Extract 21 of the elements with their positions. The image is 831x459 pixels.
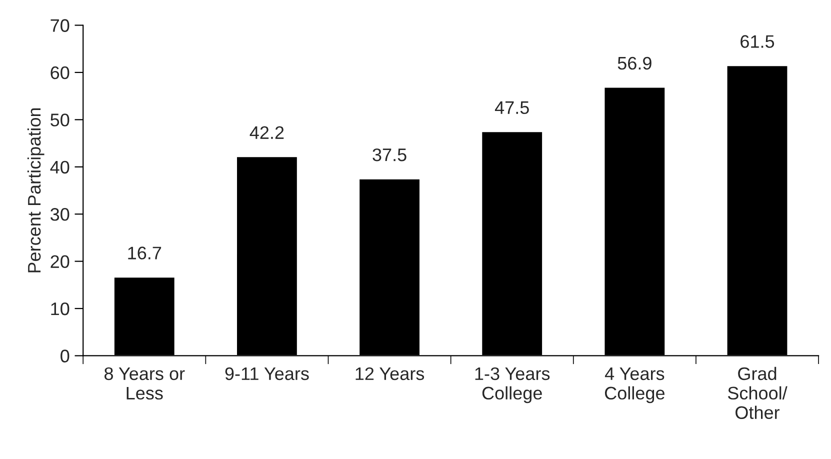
y-tick-label: 30 xyxy=(50,208,70,221)
x-tick-label: 4 Years College xyxy=(604,368,664,404)
y-tick-label: 50 xyxy=(50,114,70,126)
y-tick-label: 20 xyxy=(50,255,70,268)
y-tick-label: 70 xyxy=(50,19,70,32)
x-tick-label: 12 Years xyxy=(356,367,424,380)
data-label: 42.2 xyxy=(250,126,284,139)
y-axis-title: Percent Participation xyxy=(27,108,44,272)
data-label: 56.9 xyxy=(618,56,652,70)
y-tick-label: 0 xyxy=(60,350,70,362)
data-label: 47.5 xyxy=(494,101,529,114)
data-label: 37.5 xyxy=(372,148,406,162)
y-tick-label: 10 xyxy=(51,302,70,316)
x-tick-label: 9-11 Years xyxy=(225,367,309,380)
data-label: 61.5 xyxy=(740,35,774,48)
x-tick-label: 1-3 Years College xyxy=(475,367,550,404)
y-tick-label: 60 xyxy=(50,66,70,80)
x-tick-label: Grad School/ Other xyxy=(728,366,788,419)
data-label: 16.7 xyxy=(128,246,162,260)
x-tick-label: 8 Years or Less xyxy=(104,367,185,400)
y-tick-label: 40 xyxy=(50,160,70,174)
